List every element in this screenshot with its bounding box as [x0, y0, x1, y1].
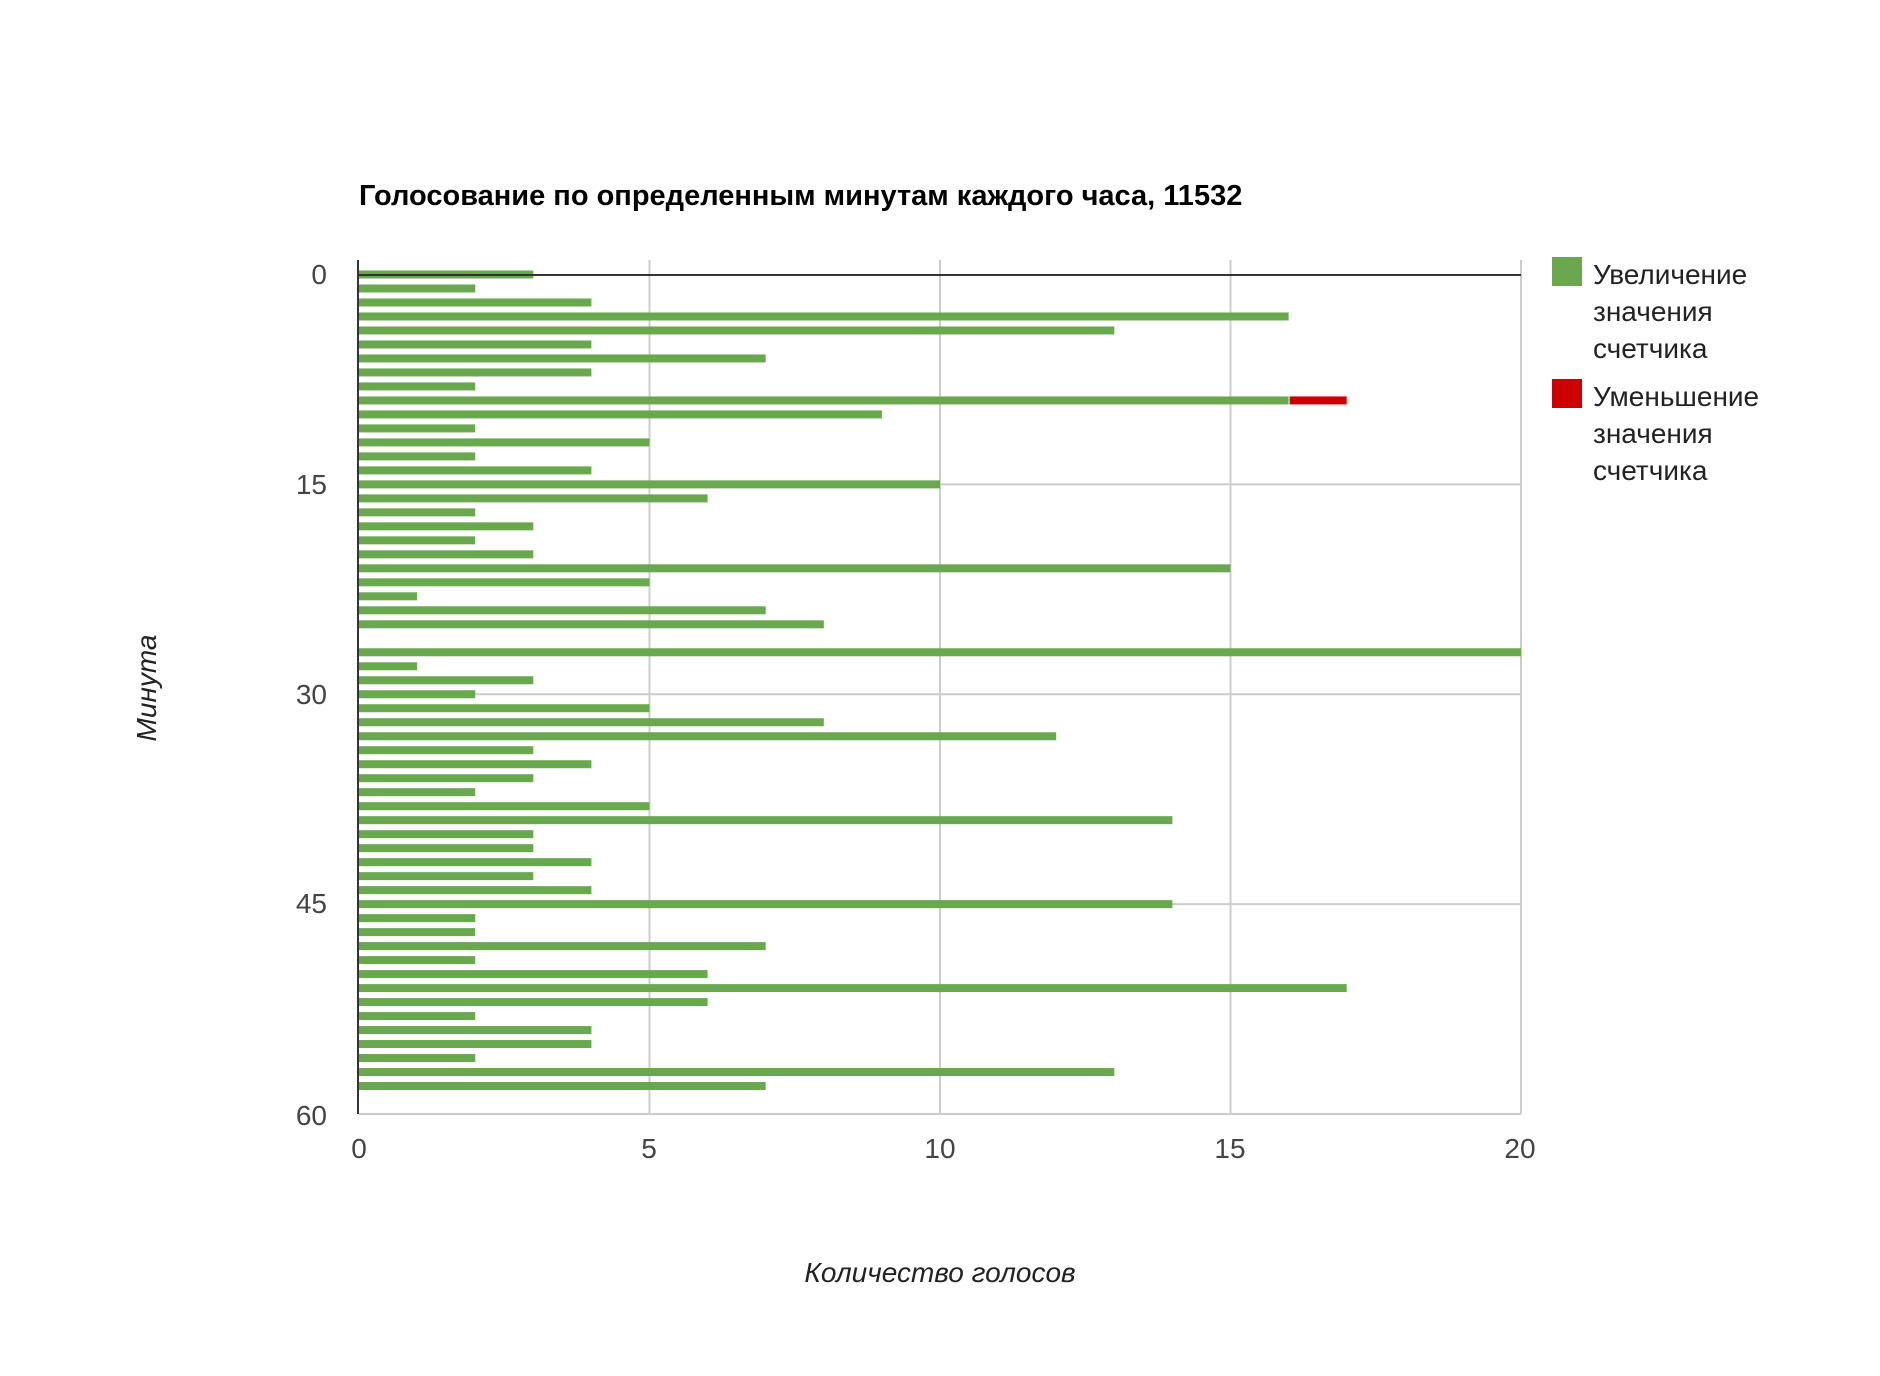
bar	[359, 298, 592, 307]
legend-label-line: значения	[1593, 418, 1713, 449]
bar	[359, 354, 766, 363]
bar	[359, 480, 940, 489]
bar	[359, 998, 708, 1007]
legend-swatch-green	[1552, 257, 1582, 286]
x-tick-label: 10	[924, 1133, 956, 1164]
bar	[359, 382, 476, 391]
legend-label-line: счетчика	[1593, 333, 1708, 364]
x-tick-label: 0	[351, 1133, 367, 1164]
legend-label-line: Увеличение	[1593, 259, 1748, 290]
bar	[359, 1054, 476, 1063]
bar	[359, 844, 534, 853]
legend-swatch-red	[1552, 379, 1582, 408]
bar	[359, 942, 766, 951]
bar	[359, 816, 1173, 825]
bar	[359, 438, 650, 447]
bar	[359, 1068, 1115, 1077]
legend-label-line: счетчика	[1593, 455, 1708, 486]
bar	[359, 578, 650, 587]
bar	[359, 872, 534, 881]
bar	[359, 564, 1231, 573]
bar	[359, 970, 708, 979]
bar	[359, 984, 1347, 993]
bar	[359, 956, 476, 965]
bar	[359, 718, 824, 727]
legend-label-line: значения	[1593, 296, 1713, 327]
bar	[359, 340, 592, 349]
y-tick-label: 30	[295, 679, 327, 710]
bar	[359, 928, 476, 937]
bar	[359, 410, 882, 419]
bar	[359, 914, 476, 923]
bar	[359, 788, 476, 797]
y-tick-label: 15	[295, 469, 327, 500]
bar	[359, 886, 592, 895]
x-tick-label: 20	[1504, 1133, 1536, 1164]
bar	[359, 312, 1289, 321]
bar	[359, 830, 534, 839]
bar	[359, 760, 592, 769]
bar	[359, 452, 476, 461]
x-axis-title: Количество голосов	[804, 1257, 1076, 1288]
y-tick-label: 0	[311, 259, 327, 290]
bar	[359, 690, 476, 699]
bar	[1289, 396, 1347, 405]
legend-label-line: Уменьшение	[1593, 381, 1760, 412]
bar	[359, 1026, 592, 1035]
bar	[359, 424, 476, 433]
bar	[359, 284, 476, 293]
bar	[359, 774, 534, 783]
bar	[359, 1040, 592, 1049]
bar	[359, 536, 476, 545]
x-tick-label: 5	[641, 1133, 657, 1164]
bar	[359, 550, 534, 559]
bar	[359, 466, 592, 475]
bar	[359, 648, 1521, 657]
legend: Увеличение значения счетчика Уменьшение …	[1552, 255, 1793, 502]
bar	[359, 732, 1057, 741]
x-tick-label: 15	[1214, 1133, 1246, 1164]
bar	[359, 704, 650, 713]
bar	[359, 326, 1115, 335]
bar	[359, 900, 1173, 909]
bar	[359, 396, 1289, 405]
legend-item-increase: Увеличение значения счетчика	[1552, 255, 1793, 369]
bar	[359, 494, 708, 503]
bar	[359, 662, 418, 671]
chart-title: Голосование по определенным минутам кажд…	[359, 180, 1243, 212]
legend-item-decrease: Уменьшение значения счетчика	[1552, 377, 1793, 491]
bar	[359, 606, 766, 615]
bar	[359, 676, 534, 685]
bar	[359, 1082, 766, 1091]
bar	[359, 746, 534, 755]
bar	[359, 1012, 476, 1021]
bar	[359, 802, 650, 811]
bar	[359, 592, 418, 601]
y-axis-title: Минута	[131, 634, 162, 742]
y-tick-label: 45	[295, 888, 327, 919]
bar	[359, 522, 534, 531]
bar	[359, 620, 824, 629]
y-tick-label: 60	[295, 1100, 327, 1131]
bar	[359, 508, 476, 517]
bar	[359, 858, 592, 867]
bar	[359, 368, 592, 377]
